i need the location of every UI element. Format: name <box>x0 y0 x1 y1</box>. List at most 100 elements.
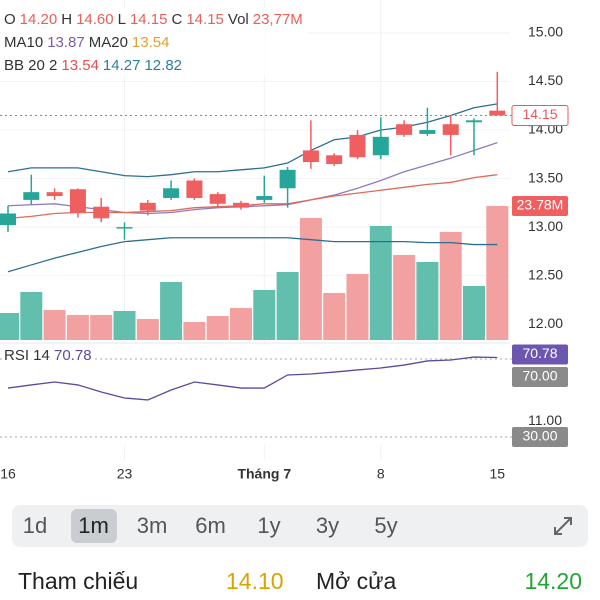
value: 14.10 <box>226 568 284 594</box>
volume-bar <box>206 315 229 340</box>
volume-bar <box>160 281 183 340</box>
period-button[interactable]: 5y <box>374 513 398 538</box>
label: Mở cửa <box>316 568 397 594</box>
y-tick-label: 13.00 <box>528 218 563 234</box>
candle-body <box>442 124 459 135</box>
rsi-level-text: 30.00 <box>522 428 557 444</box>
volume-bar <box>369 225 392 340</box>
indicator-line <box>7 103 498 178</box>
value: 13.54 <box>61 57 99 74</box>
value: 14.60 <box>76 11 114 28</box>
value: 14.20 <box>524 568 582 594</box>
x-tick-label: 16 <box>0 466 16 482</box>
y-tick-label: 15.00 <box>528 24 563 40</box>
rsi-header: RSI 14 70.78 <box>4 347 92 364</box>
candle-body <box>489 110 506 116</box>
candle-body <box>186 180 203 198</box>
indicator-line <box>7 174 498 220</box>
candle-body <box>233 202 249 208</box>
period-button[interactable]: 1d <box>22 513 48 538</box>
y-tick-label: 13.50 <box>528 169 563 185</box>
volume-bar <box>486 205 509 340</box>
volume-tag-text: 23.78M <box>517 197 564 213</box>
volume-bar <box>276 271 299 340</box>
label: C <box>171 11 183 28</box>
value: 14.15 <box>129 11 168 28</box>
candle-body <box>256 196 273 200</box>
label: BB 20 2 <box>4 57 58 74</box>
volume-bar <box>230 307 252 340</box>
candle-body <box>349 134 366 158</box>
value: 70.78 <box>54 347 92 364</box>
x-tick-label: 15 <box>490 466 506 482</box>
candle-body <box>116 227 133 229</box>
y-tick-label: 11.00 <box>528 412 562 428</box>
candle-body <box>326 155 343 165</box>
indicator-line <box>7 142 498 215</box>
candle-body <box>302 150 319 163</box>
label: RSI 14 <box>4 347 50 364</box>
candle-body <box>279 169 296 189</box>
volume-bar <box>393 254 416 340</box>
price-tag <box>511 104 569 126</box>
volume-bar <box>299 217 322 340</box>
label: Tham chiếu <box>18 568 139 594</box>
x-tick-label: 23 <box>117 466 133 482</box>
period-button[interactable]: 6m <box>195 513 226 538</box>
volume-bar <box>90 314 113 340</box>
price-tag-text: 14.15 <box>522 106 557 122</box>
volume-bar <box>416 261 439 340</box>
period-button[interactable]: 3y <box>315 513 340 538</box>
candle-body <box>163 188 180 198</box>
indicator-header: O 14.20 H 14.60 L 14.15 C 14.15 Vol 23,77M MA10 13… <box>4 8 307 77</box>
candle-body <box>23 192 40 200</box>
period-button[interactable]: 3m <box>136 513 168 538</box>
value: 13.54 <box>131 34 170 51</box>
value: 23,77M <box>252 11 303 28</box>
candle-body <box>139 202 156 211</box>
candle-body <box>419 130 436 134</box>
rsi-line <box>7 356 498 401</box>
volume-bar <box>463 285 485 340</box>
candle-body <box>209 194 226 204</box>
y-tick-label: 12.00 <box>528 315 563 331</box>
candle-body <box>69 189 86 213</box>
x-tick-label: 8 <box>377 466 385 482</box>
label: L <box>117 11 126 28</box>
bb-row: BB 20 2 13.54 14.27 12.82 <box>4 54 307 77</box>
volume-bar <box>253 289 276 340</box>
x-tick-label: Tháng 7 <box>237 466 291 482</box>
volume-bar <box>346 273 369 340</box>
y-tick-label: 12.50 <box>528 266 563 282</box>
ohlc-row: O 14.20 H 14.60 L 14.15 C 14.15 Vol 23,77M <box>4 8 307 31</box>
period-button[interactable]: 1y <box>257 513 281 538</box>
candle-body <box>466 120 482 123</box>
volume-tag <box>512 195 568 216</box>
value: 13.87 <box>47 34 85 51</box>
footer: Tham chiếu 14.10 Mở cửa 14.20 <box>0 568 600 600</box>
expand-icon[interactable] <box>552 515 574 537</box>
value: 14.27 <box>102 57 141 74</box>
period-button[interactable]: 1m <box>70 509 117 543</box>
rsi-tag-text: 70.78 <box>522 345 557 361</box>
candle-body <box>46 192 63 197</box>
label: H <box>61 11 73 28</box>
candle-body <box>0 213 16 226</box>
candle-body <box>396 124 413 135</box>
value: 14.15 <box>186 11 224 28</box>
volume-bar <box>183 322 206 340</box>
value: 14.20 <box>19 11 58 28</box>
ma-row: MA10 13.87 MA20 13.54 <box>4 31 307 54</box>
volume-bar <box>113 310 136 340</box>
period-bar: 1d 1m 3m 6m 1y 3y 5y <box>12 505 588 547</box>
volume-bar <box>66 314 89 340</box>
label: MA10 <box>4 34 44 51</box>
label: O <box>4 11 16 28</box>
volume-bar <box>439 231 462 340</box>
y-tick-label: 14.50 <box>528 72 563 88</box>
volume-bar <box>20 291 43 340</box>
volume-bar <box>0 312 19 340</box>
label: MA20 <box>88 34 128 51</box>
value: 12.82 <box>144 57 183 74</box>
